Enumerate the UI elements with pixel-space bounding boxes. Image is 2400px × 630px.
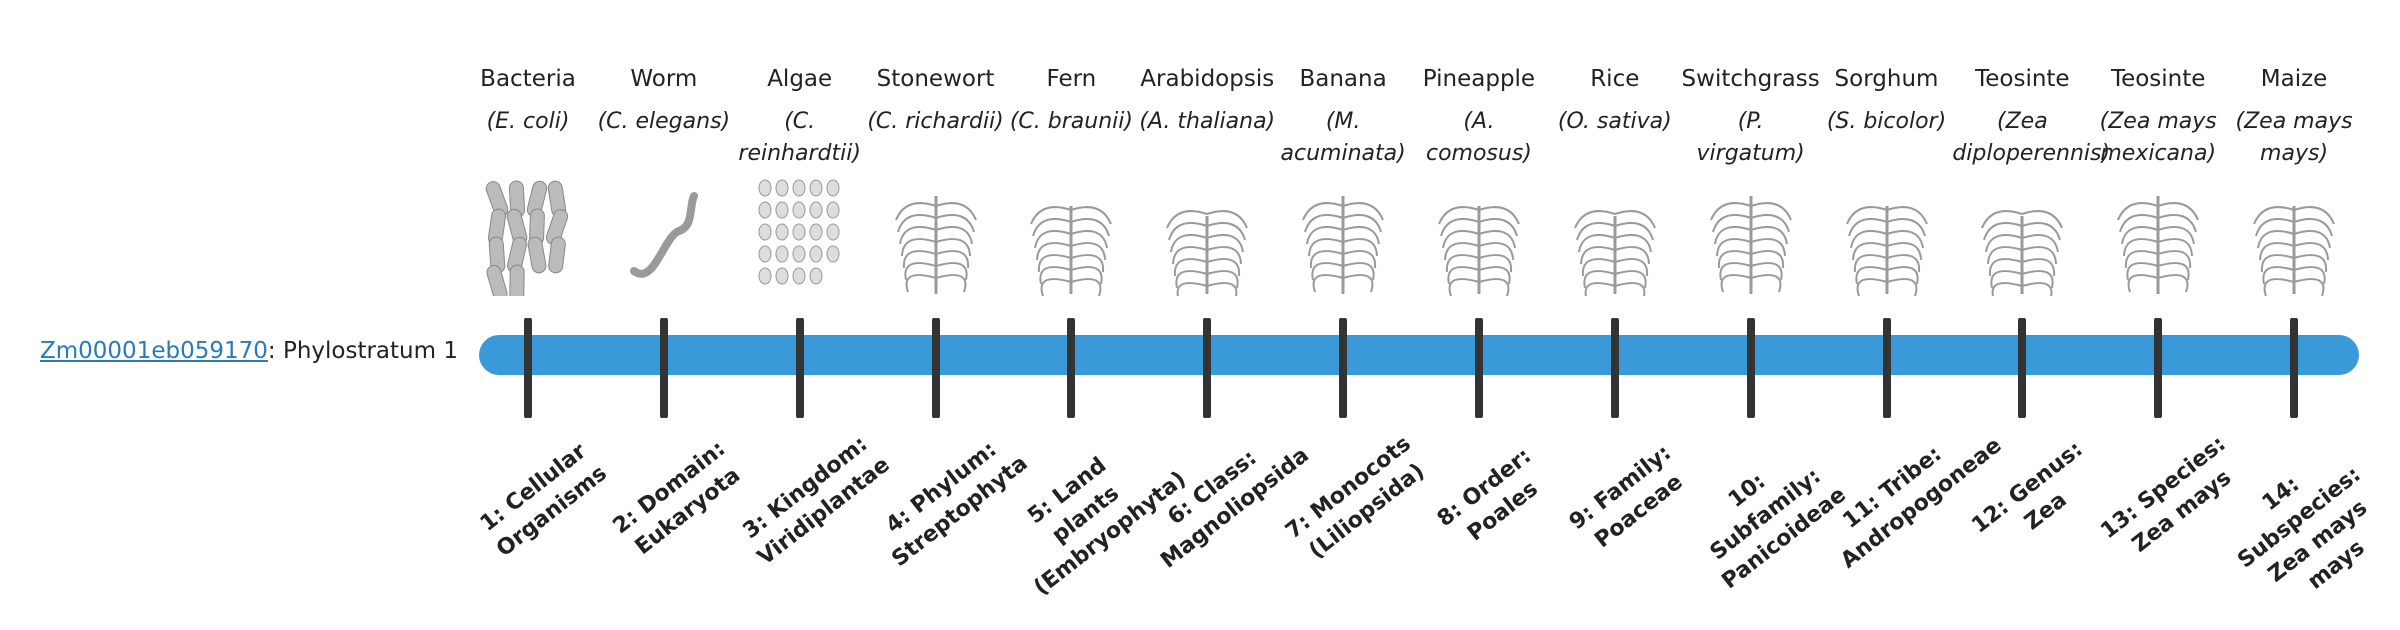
organism-name: Maize (2260, 66, 2328, 92)
species-name: (S. bicolor) (1826, 109, 1947, 134)
organism-picture (614, 176, 714, 300)
page: Zm00001eb059170: Phylostratum 1 (() => {… (40, 66, 2373, 601)
organism-picture (1837, 176, 1937, 300)
organism-image (1030, 206, 1113, 297)
organism-image (1981, 210, 2064, 301)
timeline-tick (795, 318, 804, 418)
organism-image (1166, 210, 1249, 301)
timeline-tick (2290, 318, 2299, 418)
organism-image (1573, 210, 1656, 301)
organism-picture (1701, 176, 1801, 300)
organism-image (2253, 206, 2335, 297)
organism-image (1438, 206, 1520, 297)
organism-image (894, 196, 977, 294)
organism-picture (2108, 176, 2208, 300)
species-name: (A. comosus) (1425, 109, 1532, 166)
timeline-tick (659, 318, 668, 418)
organism-picture (1157, 176, 1257, 301)
organism-picture (1021, 176, 1121, 300)
species-name: (C. reinhardtii) (738, 109, 861, 166)
organism-name: Arabidopsis (1140, 66, 1275, 92)
organism-image (1302, 196, 1385, 294)
timeline-tick (931, 318, 940, 418)
species-name: (E. coli) (486, 109, 570, 134)
organism-name: Stonewort (876, 66, 995, 92)
species-name: (A. thaliana) (1139, 109, 1276, 134)
timeline-tick (1610, 318, 1619, 418)
timeline-tick (524, 318, 532, 418)
organism-picture (2244, 176, 2344, 300)
species-name: (Zea mays mexicana) (2099, 109, 2217, 166)
stratum-label: 8: Order: Poales (1432, 443, 1543, 547)
organism-image (2117, 196, 2200, 294)
organism-image (1845, 206, 1928, 297)
organism-name: Sorghum (1834, 66, 1939, 92)
timeline-tick (1203, 318, 1212, 418)
stratum-label: 3: Kingdom: Viridiplantae (738, 431, 895, 571)
species-name: (Zea mays mays) (2235, 109, 2353, 166)
organism-picture (478, 176, 578, 302)
organism-name: Fern (1046, 66, 1097, 92)
organism-image (758, 179, 840, 285)
organism-name: Rice (1590, 66, 1640, 92)
timeline-tick (1339, 318, 1348, 418)
organism-picture (886, 176, 986, 300)
organism-name: Switchgrass (1681, 66, 1820, 92)
organism-image (485, 180, 569, 302)
organism-image (1709, 196, 1792, 294)
organism-picture (1293, 176, 1393, 300)
organism-picture (750, 176, 850, 300)
timeline-tick (2154, 318, 2163, 418)
stratum-label: 1: Cellular Organisms (475, 438, 612, 563)
organism-picture (1565, 176, 1665, 301)
species-name: (Zea diploperennis) (1952, 109, 2111, 166)
timeline-tick (1746, 318, 1755, 418)
gene-link[interactable]: Zm00001eb059170 (40, 338, 268, 364)
organism-name: Bacteria (480, 66, 576, 92)
species-name: (P. virgatum) (1696, 109, 1805, 166)
timeline-tick (1882, 318, 1891, 418)
species-name: (C. richardii) (867, 109, 1004, 134)
organism-name: Worm (630, 66, 698, 92)
gene-text: : Phylostratum 1 (267, 338, 458, 364)
timeline-tick (1474, 318, 1483, 418)
stratum-label: 2: Domain: Eukaryota (608, 436, 746, 561)
organism-picture (1429, 176, 1529, 300)
timeline-tick (1067, 318, 1076, 418)
species-name: (C. braunii) (1009, 109, 1133, 134)
timeline-bar (479, 335, 2359, 375)
gene-heading: Zm00001eb059170: Phylostratum 1 (40, 338, 458, 364)
organism-name: Banana (1299, 66, 1387, 92)
organism-name: Teosinte (1975, 66, 2070, 92)
organism-image (629, 192, 698, 278)
organism-name: Pineapple (1422, 66, 1536, 92)
species-name: (C. elegans) (597, 109, 731, 134)
species-name: (O. sativa) (1557, 109, 1672, 134)
species-name: (M. acuminata) (1280, 109, 1406, 166)
organism-picture (1972, 176, 2072, 301)
timeline-tick (2018, 318, 2027, 418)
organism-name: Teosinte (2110, 66, 2206, 92)
organism-name: Algae (767, 66, 833, 92)
